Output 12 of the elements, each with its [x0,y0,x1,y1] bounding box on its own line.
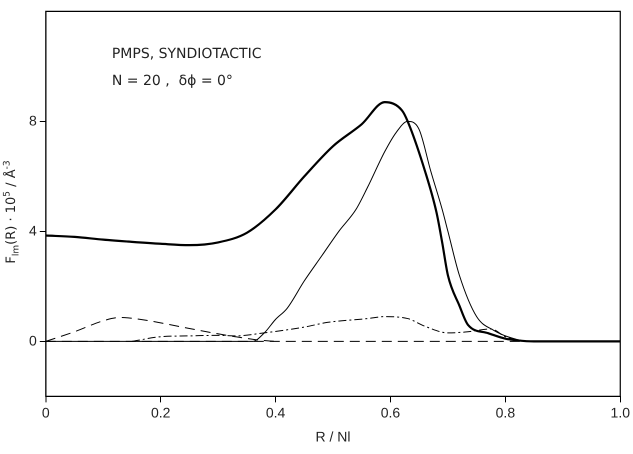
x-tick-label: 0.2 [150,404,171,421]
x-axis-title: R / Nl [316,428,351,444]
y-tick-label: 4 [28,222,37,238]
x-tick-label: 0.8 [496,404,516,421]
y-tick-label: 8 [28,112,37,128]
annotation: N = 20 , δϕ = 0° [112,73,233,90]
annotation: PMPS, SYNDIOTACTIC [112,46,262,62]
y-tick-label: 0 [28,332,37,348]
x-tick-label: 0.4 [266,404,286,421]
x-tick-label: 1.0 [610,404,630,421]
x-tick-label: 0 [42,404,50,421]
x-tick-label: 0.6 [380,404,400,421]
